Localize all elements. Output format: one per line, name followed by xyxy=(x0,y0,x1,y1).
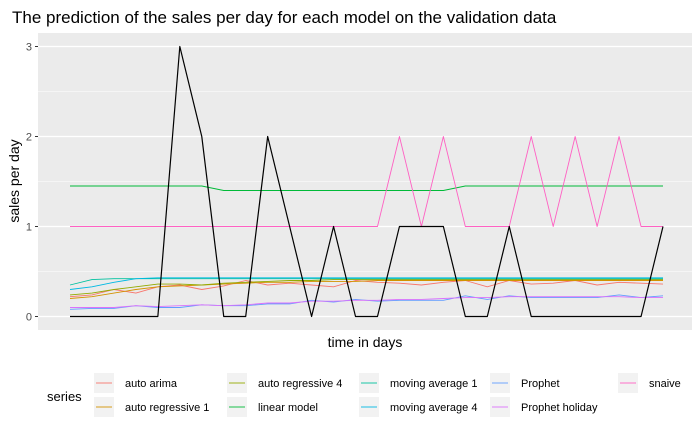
series-line xyxy=(70,296,663,308)
legend-label: moving average 1 xyxy=(390,378,477,390)
x-axis-title: time in days xyxy=(328,334,403,350)
y-tick-label: 0 xyxy=(26,312,32,324)
series-line xyxy=(69,280,663,299)
chart-title: The prediction of the sales per day for … xyxy=(12,8,557,27)
y-axis-title: sales per day xyxy=(6,139,22,222)
series-line xyxy=(69,277,663,290)
legend-label: snaive xyxy=(649,378,681,390)
series-line xyxy=(69,278,663,286)
legend-label: auto regressive 1 xyxy=(125,402,209,414)
legend-label: auto regressive 4 xyxy=(258,378,342,390)
series-lines xyxy=(69,45,664,318)
legend-label: moving average 4 xyxy=(390,402,477,414)
legend-label: auto arima xyxy=(125,378,178,390)
y-tick-label: 1 xyxy=(26,222,32,234)
series-line xyxy=(70,45,664,318)
y-tick-label: 2 xyxy=(26,132,32,144)
legend-label: Prophet holiday xyxy=(521,402,598,414)
y-axis: 0 1 2 3 xyxy=(26,42,38,324)
series-line xyxy=(70,136,663,227)
legend: auto arima auto regressive 1 auto regressi… xyxy=(94,373,681,417)
legend-title: series xyxy=(47,389,82,404)
legend-label: Prophet xyxy=(521,378,560,390)
y-tick-label: 3 xyxy=(26,42,32,54)
series-line xyxy=(69,279,663,296)
legend-label: linear model xyxy=(258,402,318,414)
